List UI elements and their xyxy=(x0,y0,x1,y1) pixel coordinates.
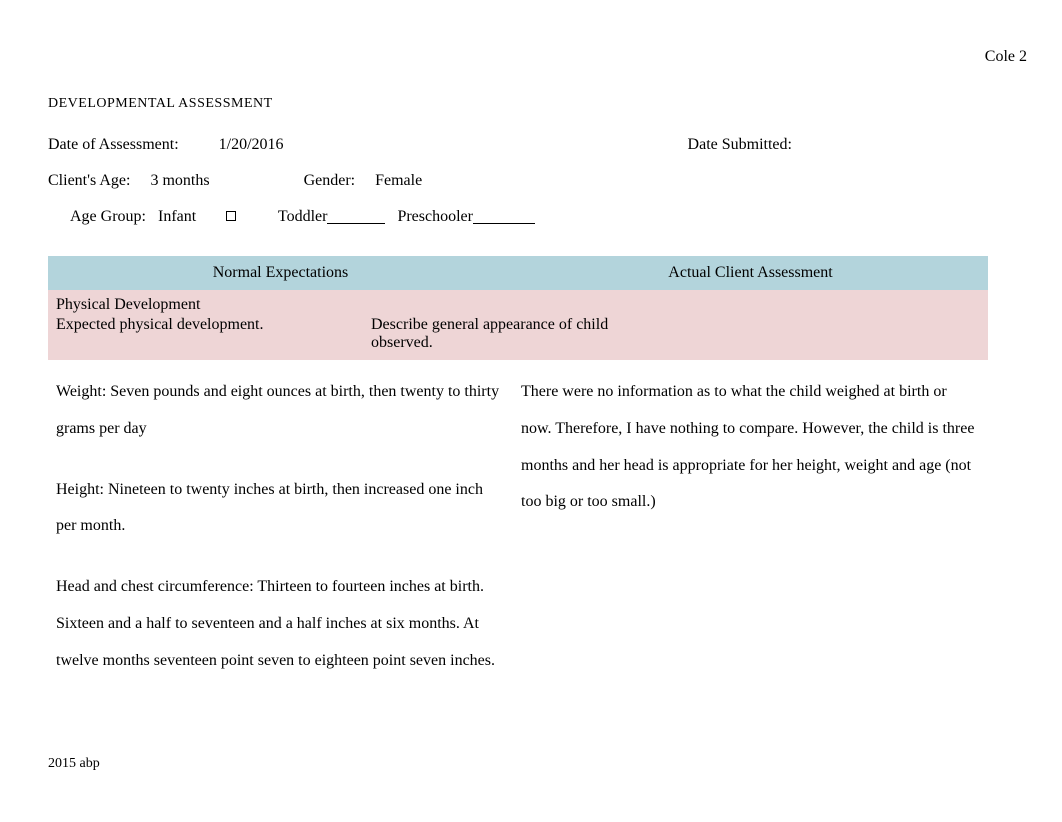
section-sub-right-line1: Describe general appearance of child xyxy=(371,316,608,333)
weight-paragraph: Weight: Seven pounds and eight ounces at… xyxy=(56,374,505,448)
header-normal-expectations: Normal Expectations xyxy=(48,264,513,282)
actual-assessment-body: There were no information as to what the… xyxy=(521,374,980,680)
age-group-row: Age Group: Infant Toddler Preschooler xyxy=(70,208,1027,226)
header-actual-assessment: Actual Client Assessment xyxy=(513,264,988,282)
assessment-table: Normal Expectations Actual Client Assess… xyxy=(48,256,988,690)
table-header-row: Normal Expectations Actual Client Assess… xyxy=(48,256,988,290)
toddler-blank[interactable] xyxy=(327,223,385,224)
height-paragraph: Height: Nineteen to twenty inches at bir… xyxy=(56,472,505,546)
client-row: Client's Age: 3 months Gender: Female xyxy=(48,172,1027,190)
section-sub-right-line2: observed. xyxy=(371,334,433,351)
normal-expectations-body: Weight: Seven pounds and eight ounces at… xyxy=(56,374,521,680)
head-chest-paragraph: Head and chest circumference: Thirteen t… xyxy=(56,569,505,679)
age-group-toddler: Toddler xyxy=(278,208,328,225)
document-title: DEVELOPMENTAL ASSESSMENT xyxy=(48,96,1027,112)
infant-checkbox[interactable] xyxy=(226,211,236,221)
section-physical-development: Physical Development Expected physical d… xyxy=(48,290,988,360)
gender-value: Female xyxy=(375,172,422,189)
page-number: Cole 2 xyxy=(985,48,1027,66)
age-group-infant: Infant xyxy=(158,208,196,225)
client-age-label: Client's Age: xyxy=(48,172,130,189)
footer-text: 2015 abp xyxy=(48,756,100,772)
gender-label: Gender: xyxy=(304,172,356,189)
client-age-value: 3 months xyxy=(150,172,209,189)
section-sub-left: Expected physical development. xyxy=(56,316,371,352)
date-assessment-value: 1/20/2016 xyxy=(219,136,284,153)
date-assessment-label: Date of Assessment: xyxy=(48,136,179,153)
date-submitted-label: Date Submitted: xyxy=(688,136,792,154)
assessment-paragraph: There were no information as to what the… xyxy=(521,374,980,521)
preschooler-blank[interactable] xyxy=(473,223,535,224)
age-group-label: Age Group: xyxy=(70,208,146,225)
age-group-preschooler: Preschooler xyxy=(397,208,473,225)
content-row: Weight: Seven pounds and eight ounces at… xyxy=(48,360,988,690)
section-sub-right: Describe general appearance of child obs… xyxy=(371,316,980,352)
section-title: Physical Development xyxy=(56,296,980,314)
date-row: Date of Assessment: 1/20/2016 Date Submi… xyxy=(48,136,1027,154)
